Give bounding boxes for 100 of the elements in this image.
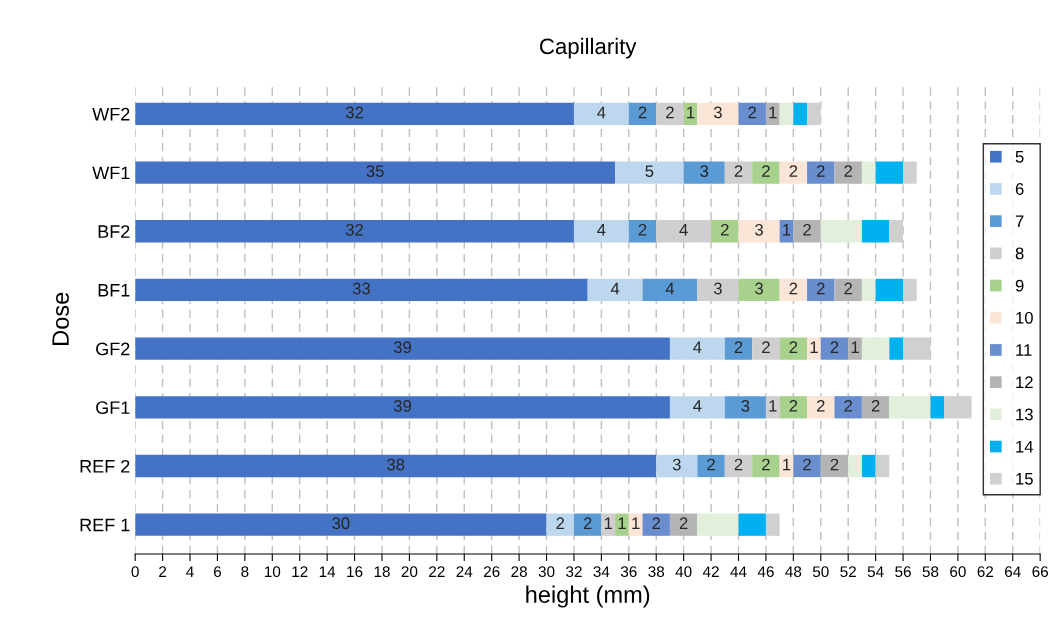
bar: [642, 278, 698, 302]
data-label: 1: [604, 517, 613, 529]
legend-label: 15: [1016, 473, 1033, 485]
data-label: 4: [679, 224, 688, 236]
bar: [861, 161, 876, 184]
bar: [546, 513, 574, 536]
legend-label: 6: [1015, 183, 1024, 195]
bar: [752, 337, 780, 360]
x-tick-label: 60: [950, 566, 966, 578]
data-label: 1: [769, 106, 777, 119]
bar: [903, 278, 917, 302]
bar: [793, 102, 808, 125]
bar: [724, 337, 753, 360]
data-label: 2: [830, 341, 839, 353]
data-label: 2: [762, 458, 770, 471]
data-label: 1: [687, 106, 695, 119]
data-label: 1: [618, 517, 626, 529]
bar: [628, 102, 657, 125]
data-label: 2: [830, 458, 839, 471]
data-label: 3: [741, 399, 750, 412]
data-label: 4: [693, 400, 702, 412]
x-tick-label: 16: [347, 566, 363, 578]
x-tick-label: 12: [292, 566, 308, 577]
bar: [903, 161, 917, 184]
bar: [779, 102, 794, 125]
y-tick-label: BF2: [98, 225, 130, 238]
bar: [861, 337, 890, 360]
data-label: 30: [332, 517, 350, 530]
x-tick-label: 18: [374, 566, 390, 578]
data-label: 2: [652, 517, 661, 529]
x-tick-label: 48: [785, 566, 802, 578]
data-label: 4: [597, 106, 606, 119]
bar: [573, 513, 602, 536]
x-tick-label: 24: [456, 566, 473, 577]
bar: [848, 454, 862, 478]
data-label: 3: [755, 223, 763, 236]
bar: [875, 454, 890, 478]
bar: [587, 278, 643, 302]
bar: [135, 278, 588, 302]
bar: [807, 337, 821, 360]
legend-label: 11: [1016, 344, 1032, 356]
bar: [903, 337, 931, 360]
x-tick-label: 44: [730, 566, 747, 577]
data-label: 2: [816, 165, 825, 177]
bar: [628, 513, 643, 536]
data-label: 2: [844, 282, 852, 295]
data-label: 3: [672, 458, 681, 471]
bar: [889, 220, 904, 243]
data-label: 2: [816, 399, 825, 412]
bar: [601, 513, 616, 536]
bar: [779, 161, 808, 184]
y-tick-label: GF1: [96, 401, 130, 415]
bar: [615, 161, 684, 184]
data-label: 2: [679, 517, 688, 529]
bar: [807, 396, 835, 419]
data-label: 38: [387, 458, 405, 471]
data-label: 2: [707, 458, 715, 471]
bar: [135, 161, 616, 184]
x-tick-label: 50: [812, 566, 829, 578]
data-label: 1: [851, 341, 859, 353]
data-label: 32: [345, 223, 363, 236]
bar: [944, 396, 972, 419]
bar: [135, 513, 547, 536]
bar: [779, 337, 808, 360]
data-label: 32: [345, 106, 363, 119]
bar: [669, 337, 725, 360]
data-label: 2: [816, 282, 825, 295]
bar: [697, 513, 739, 536]
bar: [807, 278, 835, 302]
bar: [889, 337, 904, 360]
data-label: 1: [769, 400, 777, 412]
x-tick-label: 2: [159, 566, 167, 577]
y-tick-label: REF 2: [80, 459, 130, 473]
x-tick-label: 46: [757, 566, 774, 578]
x-tick-label: 28: [511, 566, 527, 578]
bar: [628, 220, 657, 243]
x-tick-label: 42: [702, 566, 719, 577]
data-label: 3: [755, 282, 763, 295]
bar: [861, 278, 876, 302]
data-label: 2: [734, 458, 743, 471]
y-tick-label: WF1: [92, 166, 130, 180]
x-tick-label: 36: [620, 566, 637, 578]
legend-label: 10: [1016, 311, 1033, 324]
data-label: 1: [632, 517, 640, 529]
x-tick-label: 32: [566, 566, 582, 578]
data-label: 2: [844, 165, 852, 177]
legend-label: 8: [1015, 247, 1024, 260]
bar: [820, 337, 849, 360]
bar: [875, 161, 904, 184]
bar: [724, 161, 753, 184]
x-tick-label: 62: [977, 566, 994, 578]
bar: [135, 454, 657, 478]
data-label: 2: [803, 458, 811, 471]
legend-label: 12: [1016, 376, 1033, 388]
data-label: 3: [700, 165, 709, 178]
y-axis-title: Dose: [52, 292, 69, 345]
bar: [697, 102, 739, 125]
x-tick-label: 14: [319, 566, 336, 577]
bar: [573, 102, 629, 125]
data-label: 4: [665, 282, 675, 295]
